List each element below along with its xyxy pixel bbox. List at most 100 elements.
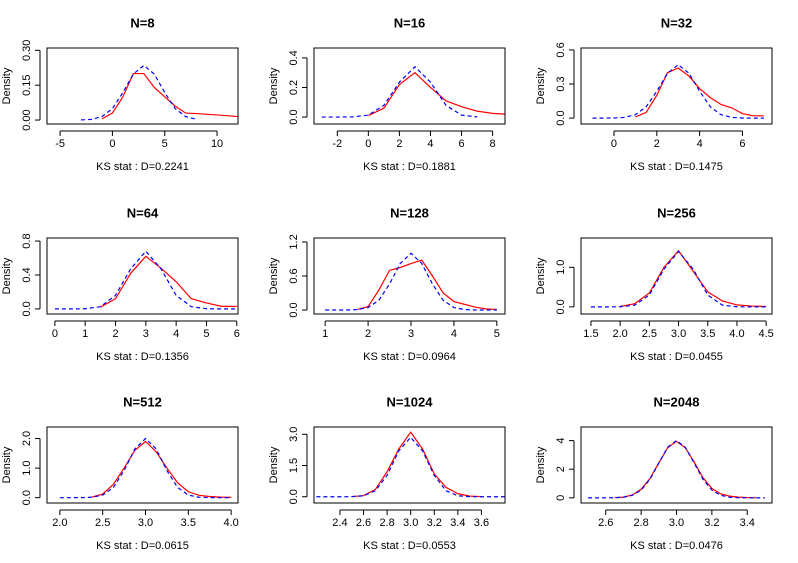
plot-area	[325, 252, 497, 311]
x-tick-label: 3.2	[704, 517, 719, 529]
x-tick-label: 2.0	[612, 328, 627, 340]
x-tick-label: 3	[143, 328, 149, 340]
y-tick-label: 0.6	[288, 268, 300, 283]
x-tick-label: 6	[458, 138, 464, 150]
x-tick-label: 4	[451, 328, 457, 340]
density-line	[368, 71, 505, 117]
panel: N=8 KS stat : D=0.2241 Density -5 0 5 10 0.00 0.…	[1, 15, 239, 173]
x-tick-label: 2	[365, 328, 371, 340]
x-tick-label: 4.5	[759, 328, 774, 340]
y-tick-label: 0.0	[21, 490, 33, 505]
panel: N=64 KS stat : D=0.1356 Density 0 1 2 3 4 5 6 0.0 0…	[1, 205, 240, 362]
plot-area	[321, 65, 505, 118]
x-axis-label: KS stat : D=0.1881	[363, 161, 456, 173]
x-tick-label: 3.4	[740, 517, 755, 529]
x-tick-label: 0	[109, 138, 115, 150]
x-tick-label: 2	[396, 138, 402, 150]
x-tick-label: 4	[173, 328, 179, 340]
x-tick-label: 2	[654, 138, 660, 150]
y-tick-label: 0.8	[21, 233, 33, 248]
density-line	[101, 72, 238, 120]
panel: N=128 KS stat : D=0.0964 Density 1 2 3 4 5 0.0 0.…	[268, 205, 506, 363]
plot-area	[588, 439, 765, 499]
panel: N=256 KS stat : D=0.0455 Density 1.5 2.0 2.5 3…	[535, 205, 774, 362]
x-tick-label: 4.0	[729, 328, 744, 340]
chart-title: N=64	[127, 205, 159, 220]
density-line	[321, 65, 478, 118]
y-tick-label: 0.0	[21, 301, 33, 316]
y-axis-label: Density	[535, 257, 547, 294]
y-tick-label: 0.0	[288, 489, 300, 504]
y-tick-label: 0.4	[21, 267, 33, 282]
chart-title: N=128	[390, 205, 429, 220]
x-tick-label: 1	[82, 328, 88, 340]
chart-title: N=512	[123, 394, 162, 409]
x-tick-label: 5	[494, 328, 500, 340]
chart-title: N=32	[661, 15, 692, 30]
chart-title: N=256	[657, 205, 696, 220]
x-tick-label: 8	[490, 138, 496, 150]
density-line	[592, 63, 764, 119]
y-tick-label: 0.3	[555, 76, 567, 91]
plot-box	[313, 47, 506, 125]
density-line	[620, 249, 767, 308]
density-line	[351, 431, 482, 498]
x-tick-label: 2.6	[356, 517, 371, 529]
x-axis-label: KS stat : D=0.0455	[630, 351, 723, 363]
x-tick-label: 3.0	[671, 328, 686, 340]
x-axis-label: KS stat : D=0.0476	[630, 540, 723, 552]
x-tick-label: 1.5	[583, 328, 598, 340]
plot-area	[54, 250, 237, 310]
y-tick-label: 0.0	[555, 110, 567, 125]
plot-box	[313, 237, 506, 315]
x-tick-label: 10	[211, 138, 223, 150]
panel: N=512 KS stat : D=0.0615 Density 2.0 2.5 3.0 3…	[1, 394, 239, 551]
y-tick-label: 0.4	[288, 50, 300, 65]
y-tick-label: 1.5	[288, 458, 300, 473]
chart-title: N=8	[130, 15, 154, 30]
x-tick-label: 3.0	[138, 517, 153, 529]
plot-area	[316, 431, 505, 498]
x-tick-label: 3.0	[669, 517, 684, 529]
plot-box	[580, 426, 773, 504]
y-tick-label: 1.2	[288, 234, 300, 249]
y-tick-label: 4	[555, 438, 567, 444]
y-tick-label: 0.0	[288, 109, 300, 124]
density-line	[588, 439, 765, 499]
x-tick-label: 3	[408, 328, 414, 340]
y-axis-label: Density	[1, 67, 13, 104]
plot-area	[590, 249, 767, 308]
y-tick-label: 0.0	[555, 299, 567, 314]
x-tick-label: 3.2	[427, 517, 442, 529]
x-axis-label: KS stat : D=0.2241	[96, 161, 189, 173]
y-tick-label: 1.0	[555, 260, 567, 275]
density-line	[590, 250, 767, 308]
panel: N=2048 KS stat : D=0.0476 Density 2.6 2.8 3.0…	[535, 394, 773, 552]
x-tick-label: 3.5	[181, 517, 196, 529]
density-line	[59, 437, 232, 499]
x-tick-label: 2.8	[379, 517, 394, 529]
y-tick-label: 0.15	[21, 74, 33, 95]
chart-title: N=1024	[387, 394, 434, 409]
x-axis-label: KS stat : D=0.1475	[630, 161, 723, 173]
x-tick-label: 2.5	[642, 328, 657, 340]
y-tick-label: 0.30	[21, 40, 33, 61]
y-tick-label: 0	[555, 495, 567, 501]
y-tick-label: 1.0	[21, 460, 33, 475]
x-axis-label: KS stat : D=0.0964	[363, 351, 456, 363]
panel: N=16 KS stat : D=0.1881 Density -2 0 2 4 6 8 0.0 0…	[268, 15, 506, 173]
y-axis-label: Density	[268, 257, 280, 294]
x-tick-label: -5	[55, 138, 65, 150]
x-tick-label: 0	[52, 328, 58, 340]
y-axis-label: Density	[535, 67, 547, 104]
density-line	[100, 255, 237, 308]
y-tick-label: 2.0	[21, 431, 33, 446]
plot-box	[313, 426, 506, 504]
chart-title: N=2048	[654, 394, 700, 409]
x-tick-label: 4.0	[223, 517, 238, 529]
plot-area	[592, 63, 764, 119]
plot-box	[580, 237, 773, 315]
y-tick-label: 2	[555, 466, 567, 472]
density-line	[316, 436, 505, 498]
